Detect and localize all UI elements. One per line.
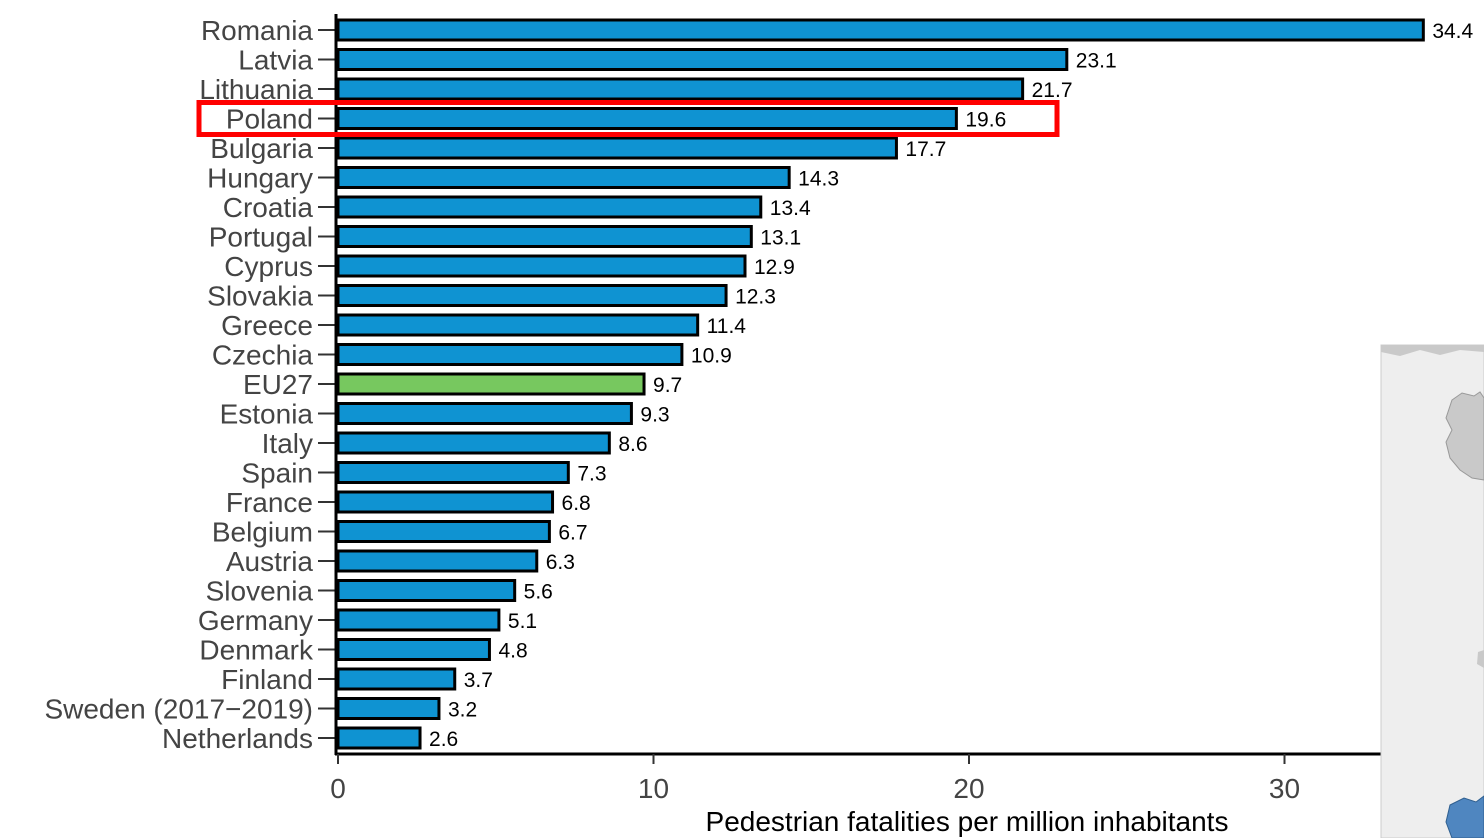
bar-romania [336, 18, 1425, 42]
category-label-sweden-2017-2019: Sweden (2017−2019) [44, 694, 313, 725]
bar-germany [336, 608, 501, 632]
value-label-germany: 5.1 [508, 610, 537, 633]
value-label-austria: 6.3 [546, 551, 575, 574]
bar-denmark [336, 638, 491, 661]
category-ticks [318, 29, 336, 739]
category-label-czechia: Czechia [212, 340, 314, 371]
value-label-poland: 19.6 [965, 109, 1006, 132]
value-label-denmark: 4.8 [498, 640, 527, 663]
bar-hungary [336, 166, 791, 189]
category-label-france: France [226, 487, 313, 518]
category-label-netherlands: Netherlands [162, 723, 313, 754]
value-label-eu27: 9.7 [653, 374, 682, 397]
x-tick-label-0: 0 [330, 773, 346, 804]
bar-croatia [336, 195, 763, 219]
bar-belgium [336, 520, 551, 543]
bar-finland [336, 667, 457, 691]
bar-greece [336, 313, 700, 337]
bar-czechia [336, 343, 684, 366]
category-label-portugal: Portugal [209, 222, 313, 253]
value-label-finland: 3.7 [464, 669, 493, 692]
category-label-eu27: EU27 [243, 369, 313, 400]
x-tick-label-10: 10 [638, 773, 669, 804]
bar-italy [336, 431, 611, 455]
category-label-slovenia: Slovenia [206, 576, 314, 607]
category-label-croatia: Croatia [223, 192, 314, 223]
category-label-italy: Italy [262, 428, 313, 459]
category-label-austria: Austria [226, 546, 314, 577]
value-label-croatia: 13.4 [770, 197, 811, 220]
iceland-shape [1445, 391, 1484, 481]
value-label-romania: 34.4 [1432, 20, 1473, 43]
category-label-bulgaria: Bulgaria [210, 133, 313, 164]
coast-fragment-shape [1477, 650, 1484, 668]
category-label-hungary: Hungary [207, 163, 313, 194]
bar-poland [336, 107, 958, 130]
poland-highlight-box [196, 100, 1060, 137]
bar-latvia [336, 48, 1069, 71]
value-label-belgium: 6.7 [558, 522, 587, 545]
value-label-italy: 8.6 [618, 433, 647, 456]
bars-layer [336, 18, 1425, 750]
category-label-romania: Romania [201, 15, 313, 46]
category-label-finland: Finland [221, 664, 313, 695]
category-label-denmark: Denmark [199, 635, 314, 666]
value-label-greece: 11.4 [707, 315, 747, 338]
value-label-cyprus: 12.9 [754, 256, 795, 279]
category-labels: RomaniaLatviaLithuaniaPolandBulgariaHung… [44, 15, 314, 754]
category-label-lithuania: Lithuania [199, 74, 313, 105]
category-label-poland: Poland [226, 104, 313, 135]
category-label-cyprus: Cyprus [224, 251, 313, 282]
value-label-hungary: 14.3 [798, 168, 839, 191]
bar-sweden-2017-2019 [336, 697, 441, 720]
value-label-netherlands: 2.6 [429, 728, 458, 751]
map-inset [1380, 344, 1484, 838]
bar-cyprus [336, 254, 747, 278]
value-label-estonia: 9.3 [640, 404, 669, 427]
value-labels: 34.4 23.121.7 19.6 17.7 14.3 13.4 13.1 12.9 12.3… [429, 20, 1473, 751]
x-axis-ticks: 0 10 20 30 [330, 754, 1300, 804]
bar-slovakia [336, 284, 728, 307]
value-label-slovenia: 5.6 [524, 581, 553, 604]
bar-eu27 [336, 372, 646, 396]
blue-region-shape [1445, 795, 1484, 838]
bar-estonia [336, 402, 633, 425]
x-axis-title: Pedestrian fatalities per million inhabi… [706, 806, 1229, 837]
value-label-slovakia: 12.3 [735, 286, 776, 309]
bar-spain [336, 461, 570, 484]
category-label-slovakia: Slovakia [207, 281, 313, 312]
bar-netherlands [336, 726, 422, 750]
category-label-belgium: Belgium [212, 517, 313, 548]
category-label-latvia: Latvia [238, 45, 313, 76]
category-label-spain: Spain [241, 458, 313, 489]
bar-portugal [336, 225, 753, 248]
value-label-latvia: 23.1 [1076, 50, 1117, 73]
value-label-spain: 7.3 [577, 463, 606, 486]
category-label-greece: Greece [221, 310, 313, 341]
value-label-france: 6.8 [562, 492, 591, 515]
value-label-lithuania: 21.7 [1032, 79, 1073, 102]
bar-bulgaria [336, 136, 898, 160]
category-label-germany: Germany [198, 605, 313, 636]
value-label-bulgaria: 17.7 [905, 138, 946, 161]
x-tick-label-30: 30 [1269, 773, 1300, 804]
bar-austria [336, 549, 539, 573]
bar-france [336, 490, 555, 514]
value-label-czechia: 10.9 [691, 345, 732, 368]
bar-lithuania [336, 77, 1025, 101]
bar-slovenia [336, 579, 517, 602]
landmass-top-shape [1381, 345, 1484, 356]
value-label-sweden-2017-2019: 3.2 [448, 699, 477, 722]
category-label-estonia: Estonia [220, 399, 314, 430]
x-tick-label-20: 20 [953, 773, 984, 804]
value-label-portugal: 13.1 [760, 227, 801, 250]
